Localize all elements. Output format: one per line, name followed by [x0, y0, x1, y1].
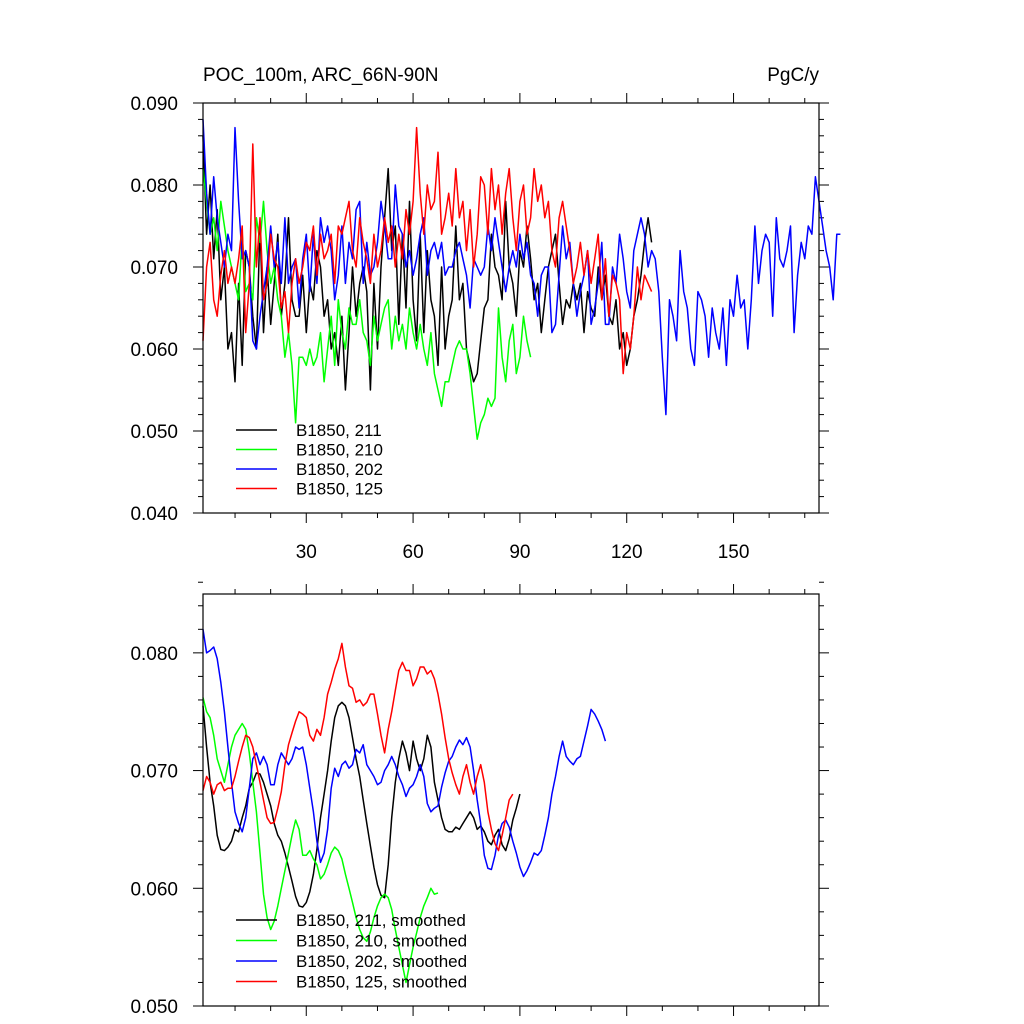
- x-tick-label: 90: [509, 542, 530, 563]
- series-line-b1850-202-smoothed: [202, 629, 607, 878]
- y-tick-label: 0.060: [130, 340, 178, 361]
- series-line-b1850-202: [202, 119, 841, 416]
- y-tick-label: 0.050: [130, 422, 178, 443]
- legend-label: B1850, 202, smoothed: [296, 952, 467, 971]
- y-tick-label: 0.080: [130, 176, 178, 197]
- legend-label: B1850, 211, smoothed: [296, 911, 466, 930]
- series-line-b1850-211: [202, 135, 653, 391]
- legend-label: B1850, 211: [296, 421, 382, 440]
- bottom-panel: 0.080 0.070 0.060 0.050 B1850, 211, smoothe…: [130, 581, 829, 1018]
- bottom-plot-frame: [202, 593, 820, 1007]
- y-tick-label: 0.090: [130, 94, 178, 115]
- x-tick-label: 120: [611, 542, 643, 563]
- y-tick-label: 0.080: [130, 644, 178, 665]
- x-tick-label: 60: [403, 542, 424, 563]
- top-title-left: POC_100m, ARC_66N-90N: [203, 65, 439, 86]
- y-tick-label: 0.070: [130, 258, 178, 279]
- legend-label: B1850, 202: [296, 460, 383, 479]
- legend-label: B1850, 210: [296, 441, 383, 460]
- series-line-b1850-210: [202, 168, 532, 440]
- x-tick-label: 30: [296, 542, 317, 563]
- x-tick-label: 150: [718, 542, 750, 563]
- legend-label: B1850, 125: [296, 480, 383, 499]
- y-tick-label: 0.070: [130, 762, 178, 783]
- series-line-b1850-125-smoothed: [202, 642, 514, 852]
- legend-label: B1850, 210, smoothed: [296, 932, 467, 951]
- series-line-b1850-211-smoothed: [202, 701, 521, 908]
- y-tick-label: 0.040: [130, 504, 178, 525]
- y-tick-label: 0.060: [130, 879, 178, 900]
- series-line-b1850-210-smoothed: [202, 697, 439, 984]
- top-plot-frame: [202, 102, 820, 514]
- top-panel: POC_100m, ARC_66N-90N PgC/y 0.090 0.080 0.…: [130, 65, 841, 563]
- top-title-right: PgC/y: [767, 65, 819, 86]
- legend-label: B1850, 125, smoothed: [296, 973, 467, 992]
- y-tick-label: 0.050: [130, 997, 178, 1018]
- series-line-b1850-125: [202, 126, 653, 375]
